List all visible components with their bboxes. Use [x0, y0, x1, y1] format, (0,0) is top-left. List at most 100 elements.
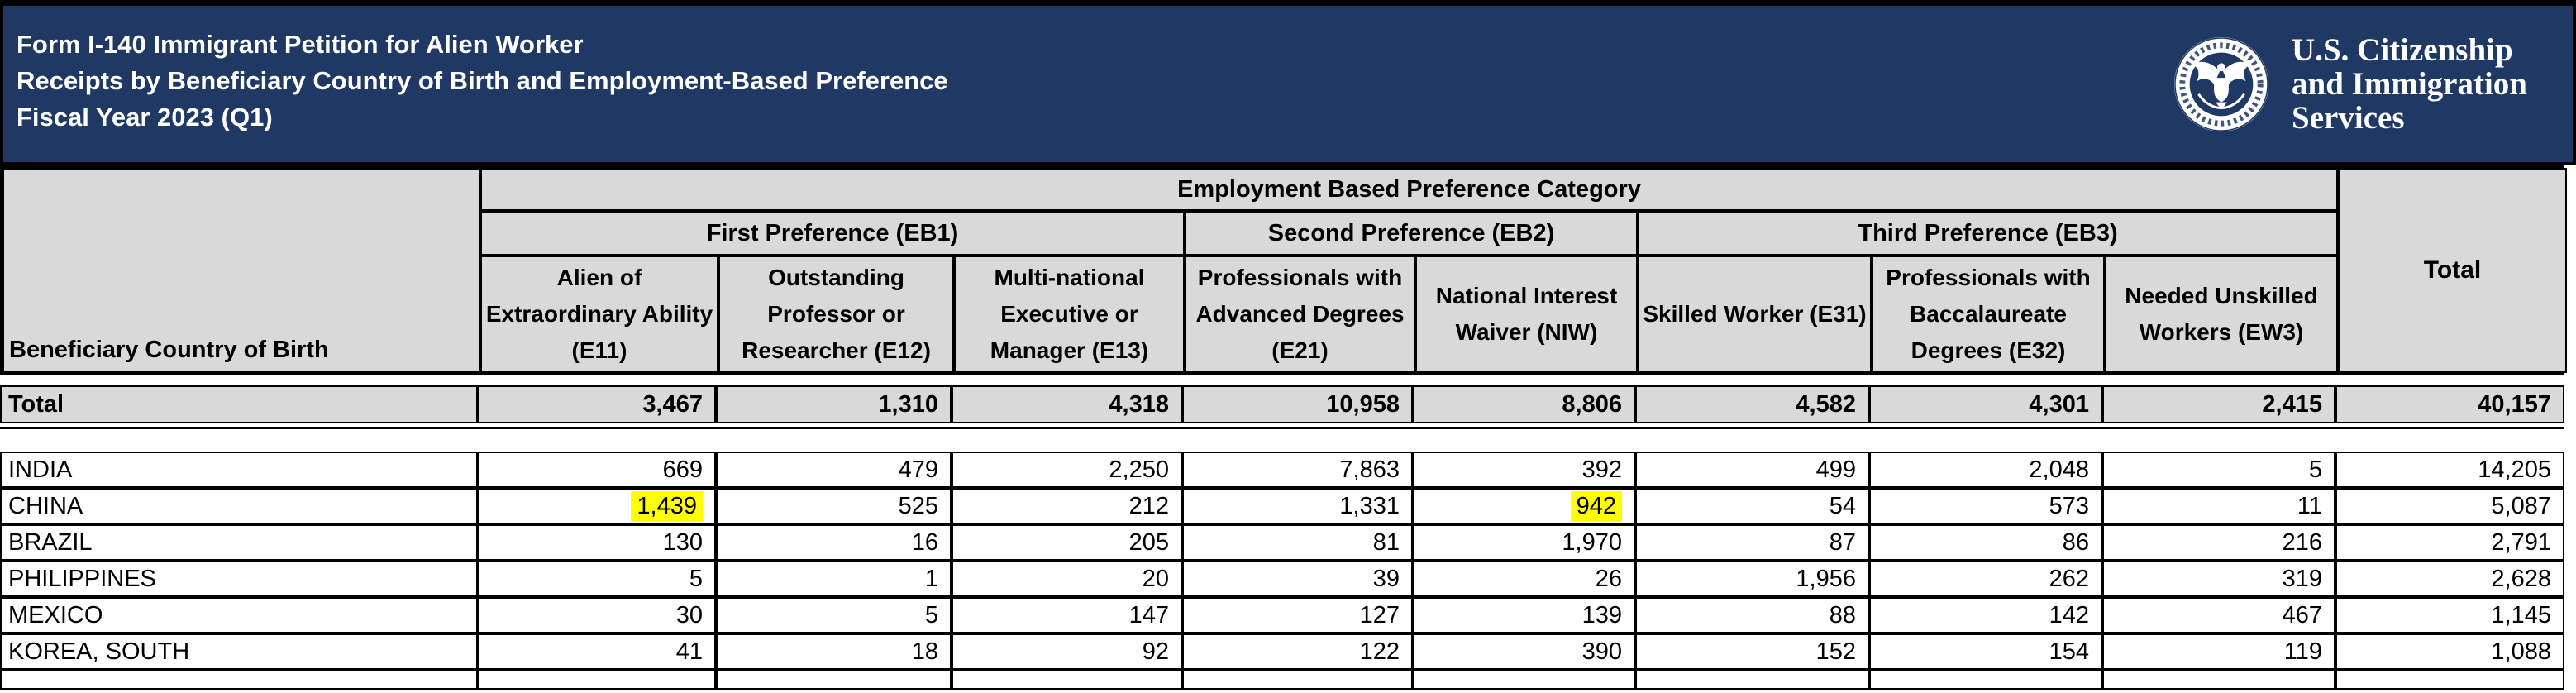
document-titles: Form I-140 Immigrant Petition for Alien … [3, 6, 948, 162]
cell-e31: 499 [1635, 452, 1869, 488]
cell-e13: 20 [952, 561, 1182, 597]
cell-e12 [716, 670, 952, 690]
table-row-mexico: MEXICO 30 5 147 127 139 88 142 467 1,145 [0, 597, 2564, 633]
cell-e12: 1 [716, 561, 952, 597]
cell-ew3: 11 [2102, 488, 2335, 524]
cell-e21: 127 [1182, 597, 1413, 633]
total-e12: 1,310 [716, 385, 952, 423]
column-header-e11: Alien of Extraordinary Ability (E11) [480, 256, 718, 373]
cell-row-total: 1,088 [2335, 633, 2564, 670]
cell-e11-highlighted: 1,439 [478, 488, 716, 524]
total-e21: 10,958 [1182, 385, 1413, 423]
cell-e32: 86 [1869, 524, 2102, 561]
cell-e31: 1,956 [1635, 561, 1869, 597]
cell-e11: 5 [478, 561, 716, 597]
country-name [0, 670, 478, 690]
cell-e32: 154 [1869, 633, 2102, 670]
cell-e21: 7,863 [1182, 452, 1413, 488]
cell-row-total: 5,087 [2335, 488, 2564, 524]
cell-ew3: 216 [2102, 524, 2335, 561]
highlight-value: 942 [1570, 490, 1622, 522]
dhs-seal-icon [2174, 36, 2269, 131]
cell-niw: 26 [1413, 561, 1635, 597]
table-row-china: CHINA 1,439 525 212 1,331 942 54 573 11 … [0, 488, 2564, 524]
table-row-clipped [0, 670, 2564, 690]
cell-e32: 573 [1869, 488, 2102, 524]
total-grand: 40,157 [2335, 385, 2564, 423]
cell-e12: 18 [716, 633, 952, 670]
country-name: MEXICO [0, 597, 478, 633]
uscis-wordmark: U.S. Citizenship and Immigration Service… [2292, 33, 2527, 135]
uscis-logo: U.S. Citizenship and Immigration Service… [2173, 6, 2527, 162]
cell-e12: 16 [716, 524, 952, 561]
country-name: INDIA [0, 452, 478, 488]
total-e13: 4,318 [952, 385, 1182, 423]
cell-row-total [2335, 670, 2564, 690]
title-line-2: Receipts by Beneficiary Country of Birth… [17, 66, 948, 95]
cell-ew3: 319 [2102, 561, 2335, 597]
cell-niw: 390 [1413, 633, 1635, 670]
country-name: PHILIPPINES [0, 561, 478, 597]
cell-e13 [952, 670, 1182, 690]
cell-e31 [1635, 670, 1869, 690]
spacer [0, 429, 2576, 452]
cell-ew3: 5 [2102, 452, 2335, 488]
total-e31: 4,582 [1635, 385, 1869, 423]
total-niw: 8,806 [1413, 385, 1635, 423]
group-header-eb1: First Preference (EB1) [480, 211, 1185, 256]
cell-e21: 81 [1182, 524, 1413, 561]
cell-e31: 87 [1635, 524, 1869, 561]
cell-e13: 147 [952, 597, 1182, 633]
cell-e12: 479 [716, 452, 952, 488]
cell-e11 [478, 670, 716, 690]
total-row: Total 3,467 1,310 4,318 10,958 8,806 4,5… [0, 385, 2564, 423]
cell-e12: 525 [716, 488, 952, 524]
cell-e13: 212 [952, 488, 1182, 524]
cell-e32 [1869, 670, 2102, 690]
cell-ew3 [2102, 670, 2335, 690]
cell-e13: 2,250 [952, 452, 1182, 488]
country-name: KOREA, SOUTH [0, 633, 478, 670]
group-header-eb2: Second Preference (EB2) [1185, 211, 1638, 256]
table-row-india: INDIA 669 479 2,250 7,863 392 499 2,048 … [0, 452, 2564, 488]
cell-ew3: 467 [2102, 597, 2335, 633]
title-line-1: Form I-140 Immigrant Petition for Alien … [17, 30, 584, 59]
total-e32: 4,301 [1869, 385, 2102, 423]
table-row-korea-south: KOREA, SOUTH 41 18 92 122 390 152 154 11… [0, 633, 2564, 670]
column-header-e13: Multi-national Executive or Manager (E13… [954, 256, 1185, 373]
total-column-header: Total [2338, 168, 2567, 373]
title-line-3: Fiscal Year 2023 (Q1) [17, 103, 273, 131]
spacer [0, 375, 2576, 385]
country-name: CHINA [0, 488, 478, 524]
cell-niw: 139 [1413, 597, 1635, 633]
cell-e31: 88 [1635, 597, 1869, 633]
cell-e11: 41 [478, 633, 716, 670]
cell-e13: 205 [952, 524, 1182, 561]
document-header-band: Form I-140 Immigrant Petition for Alien … [0, 0, 2576, 165]
cell-niw [1413, 670, 1635, 690]
country-name: BRAZIL [0, 524, 478, 561]
cell-e12: 5 [716, 597, 952, 633]
wordmark-line-2: and Immigration [2292, 66, 2527, 102]
divider-line [0, 427, 2564, 429]
cell-row-total: 14,205 [2335, 452, 2564, 488]
table-row-philippines: PHILIPPINES 5 1 20 39 26 1,956 262 319 2… [0, 561, 2564, 597]
total-ew3: 2,415 [2102, 385, 2335, 423]
cell-niw: 1,970 [1413, 524, 1635, 561]
cell-row-total: 2,791 [2335, 524, 2564, 561]
cell-niw-highlighted: 942 [1413, 488, 1635, 524]
column-header-ew3: Needed Unskilled Workers (EW3) [2105, 256, 2338, 373]
column-header-e31: Skilled Worker (E31) [1638, 256, 1872, 373]
cell-e31: 54 [1635, 488, 1869, 524]
cell-e31: 152 [1635, 633, 1869, 670]
cell-e32: 262 [1869, 561, 2102, 597]
cell-ew3: 119 [2102, 633, 2335, 670]
cell-row-total: 2,628 [2335, 561, 2564, 597]
column-header-niw: National Interest Waiver (NIW) [1415, 256, 1638, 373]
highlight-value: 1,439 [631, 490, 703, 522]
cell-e21: 39 [1182, 561, 1413, 597]
column-header-e21: Professionals with Advanced Degrees (E21… [1185, 256, 1415, 373]
cell-e21: 122 [1182, 633, 1413, 670]
wordmark-line-1: U.S. Citizenship [2292, 32, 2513, 68]
